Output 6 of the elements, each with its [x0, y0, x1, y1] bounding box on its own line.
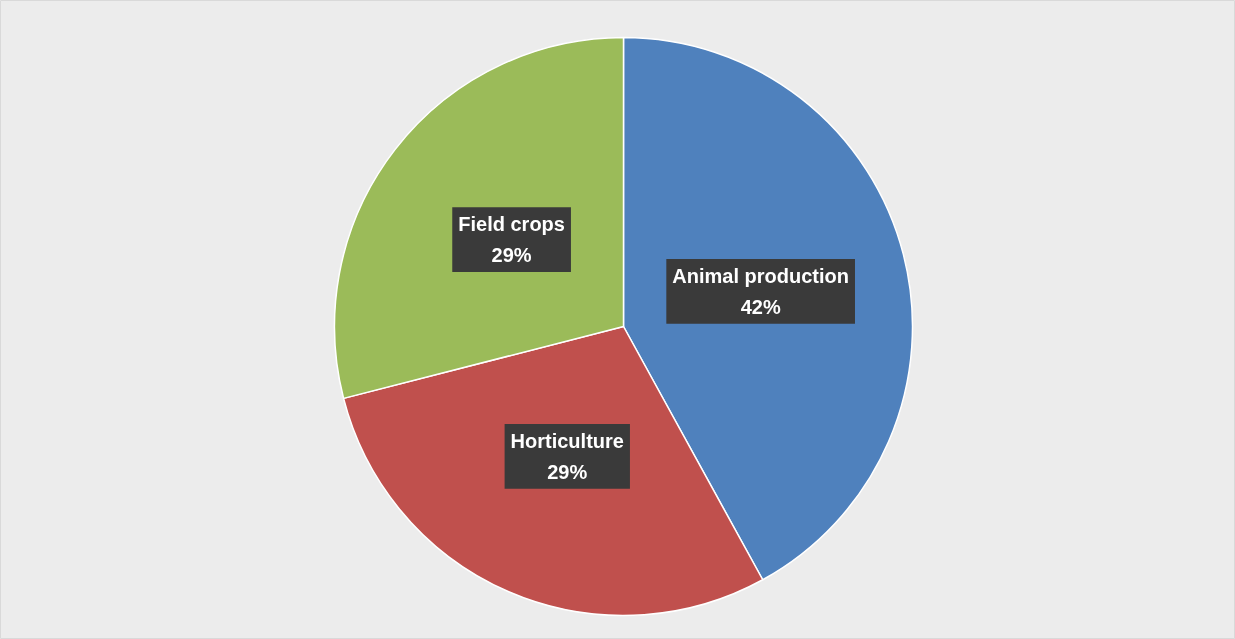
slice-label: Horticulture	[510, 430, 624, 453]
slice-label: Field crops	[458, 213, 565, 236]
data-label: 29%	[491, 244, 532, 267]
data-label: 42%	[740, 295, 781, 318]
data-label: 29%	[547, 460, 588, 483]
slice-label: Animal production	[672, 264, 849, 287]
